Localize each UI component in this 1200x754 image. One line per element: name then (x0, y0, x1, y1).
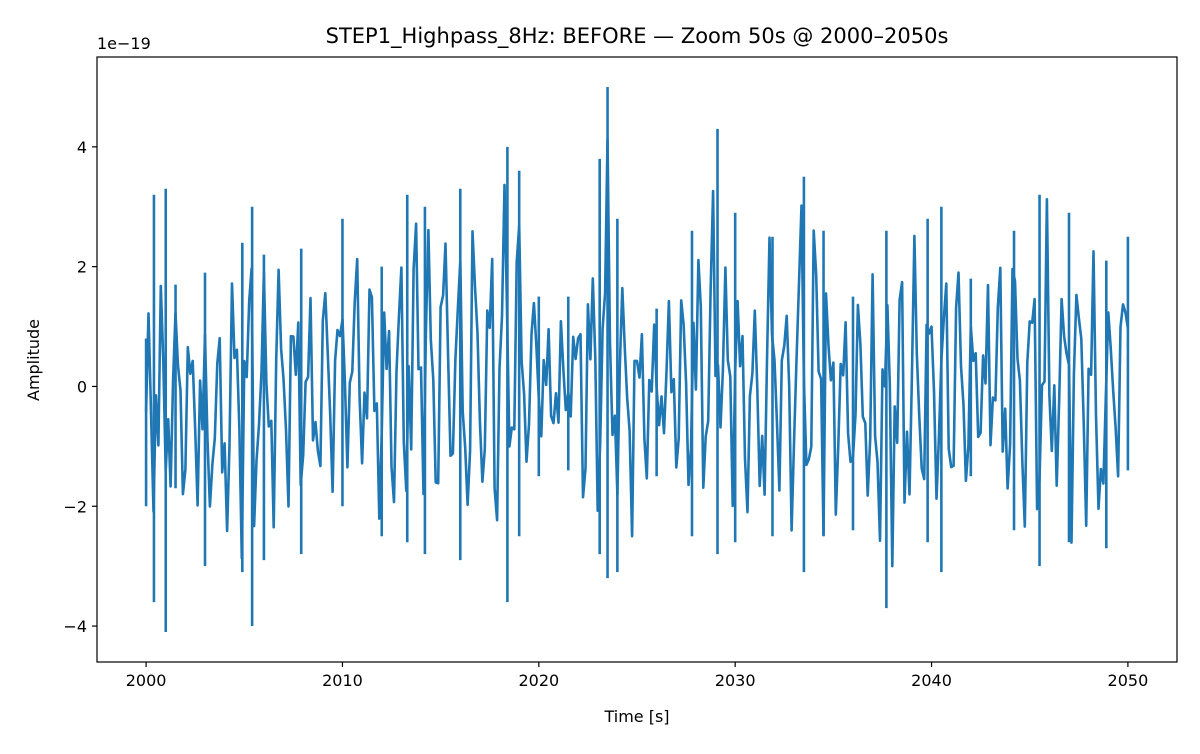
signal-series-line (144, 138, 1130, 568)
y-tick-label: 2 (77, 258, 87, 277)
plot-area (144, 86, 1130, 633)
y-axis-label: Amplitude (24, 319, 43, 401)
chart-title: STEP1_Highpass_8Hz: BEFORE — Zoom 50s @ … (326, 24, 949, 49)
x-tick-label: 2020 (518, 671, 559, 690)
x-tick-label: 2000 (126, 671, 167, 690)
x-axis-label: Time [s] (603, 707, 669, 726)
y-tick-label: −2 (63, 497, 87, 516)
axes-frame (96, 56, 1178, 663)
x-tick-label: 2040 (911, 671, 952, 690)
x-tick-label: 2010 (322, 671, 363, 690)
x-axis-ticks: 2000 2010 2020 2030 2040 2050 (126, 662, 1149, 690)
y-offset-label: 1e−19 (97, 34, 151, 53)
y-tick-label: 4 (77, 138, 87, 157)
x-tick-label: 2030 (715, 671, 756, 690)
x-tick-label: 2050 (1108, 671, 1149, 690)
y-tick-label: 0 (77, 377, 87, 396)
y-tick-label: −4 (63, 617, 87, 636)
y-axis-ticks: −4 −2 0 2 4 (63, 138, 97, 636)
